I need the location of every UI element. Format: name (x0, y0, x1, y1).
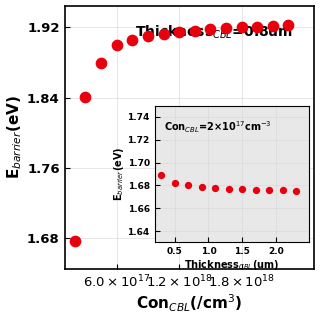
Point (239, 25, 244, 30)
Point (208, 27, 213, 32)
Point (270, 23, 276, 28)
Point (286, 22, 291, 28)
Point (145, 34, 150, 39)
Point (177, 29, 182, 35)
Point (114, 43, 119, 48)
Point (192, 28, 197, 34)
Point (161, 31, 166, 36)
Point (255, 24, 260, 29)
Point (130, 37, 135, 42)
Point (223, 26, 228, 31)
Text: Thickness$_{CBL}$=0.8um: Thickness$_{CBL}$=0.8um (135, 24, 292, 41)
Point (73, 238, 78, 243)
Point (83, 94, 88, 100)
Point (99, 61, 104, 66)
Y-axis label: E$_{barrier}$(eV): E$_{barrier}$(eV) (5, 95, 24, 179)
X-axis label: Con$_{CBL}$(/cm$^3$): Con$_{CBL}$(/cm$^3$) (136, 293, 243, 315)
